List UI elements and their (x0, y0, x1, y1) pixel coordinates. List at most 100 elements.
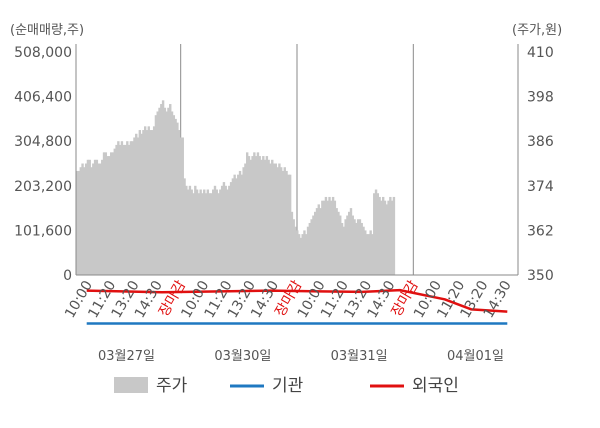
price-bar (278, 163, 281, 275)
price-bar (369, 230, 372, 275)
price-bar (383, 200, 387, 275)
price-bar (99, 163, 102, 275)
price-bar (281, 170, 285, 275)
price-bar (201, 193, 204, 275)
price-bar (115, 144, 118, 275)
price-bar (172, 115, 176, 275)
price-bar (292, 219, 295, 275)
price-bar (228, 185, 231, 275)
price-bar (321, 200, 324, 275)
price-bar (179, 137, 183, 275)
price-bar (254, 156, 258, 275)
price-bar (235, 178, 238, 275)
price-bar (156, 111, 159, 275)
price-bar (376, 193, 380, 275)
price-bar (389, 196, 392, 275)
price-bar (113, 148, 116, 275)
price-bar (206, 189, 210, 275)
right-tick-label: 398 (527, 90, 554, 106)
price-bar (256, 152, 260, 275)
price-bar (330, 200, 333, 275)
price-bar (77, 170, 81, 275)
price-bar (145, 130, 149, 275)
price-bar (390, 200, 394, 275)
price-bar (314, 211, 317, 275)
price-bar (88, 159, 91, 275)
price-bar (108, 156, 111, 275)
price-bar (178, 130, 181, 275)
price-bar (165, 111, 168, 275)
price-bar (117, 141, 120, 275)
price-bar (365, 234, 369, 275)
price-bar (102, 152, 106, 275)
price-bar (149, 130, 152, 275)
price-bar (244, 163, 247, 275)
price-bar (90, 167, 93, 275)
price-bar (110, 152, 113, 275)
price-bar (111, 152, 115, 275)
price-bar (269, 163, 272, 275)
right-axis-ticks: 410 398 386 374 362 350 (527, 45, 554, 284)
price-bar (169, 104, 172, 276)
price-bar (301, 234, 304, 275)
price-bar (288, 174, 292, 275)
price-bar (76, 170, 79, 275)
price-bar (208, 193, 211, 275)
price-bar (322, 200, 326, 275)
price-bar (346, 215, 349, 275)
price-bar (231, 178, 235, 275)
price-bar (170, 111, 174, 275)
price-bar (310, 219, 313, 275)
price-bar (84, 163, 88, 275)
price-bar (152, 126, 156, 275)
price-bar (283, 167, 286, 275)
price-bar (242, 167, 245, 275)
price-bar (317, 204, 320, 275)
price-bar (101, 159, 104, 275)
price-bar (296, 230, 299, 275)
price-bar (195, 189, 199, 275)
price-bar (285, 170, 288, 275)
price-bar (174, 118, 177, 276)
price-bar (258, 156, 261, 275)
price-bar (213, 185, 217, 275)
price-bar (92, 163, 95, 275)
legend-price-swatch (114, 377, 148, 393)
price-bar (356, 219, 360, 275)
price-bar (140, 133, 143, 275)
price-bar (79, 167, 82, 275)
price-bar (251, 156, 254, 275)
price-bar (215, 189, 218, 275)
price-bar (186, 189, 190, 275)
left-axis-label: (순매매량,주) (10, 23, 84, 38)
price-bar (188, 185, 192, 275)
right-tick-label: 374 (527, 179, 554, 195)
price-bar (287, 174, 290, 275)
price-bar (263, 159, 267, 275)
right-tick-label: 386 (527, 134, 554, 150)
price-bar (373, 193, 376, 275)
price-bar (276, 167, 279, 275)
price-bar (120, 141, 124, 275)
price-bar (380, 200, 383, 275)
legend-foreign-label: 외국인 (412, 376, 459, 396)
price-bar (238, 170, 242, 275)
price-bar (135, 133, 138, 275)
legend-price-label: 주가 (156, 376, 188, 396)
price-bar (106, 156, 109, 275)
price-bar (194, 185, 197, 275)
axes (75, 44, 519, 276)
price-bar (340, 222, 344, 275)
price-bar (265, 156, 269, 275)
price-bar (344, 219, 347, 275)
price-bar (290, 211, 294, 275)
price-bar (83, 167, 86, 275)
left-tick-label: 406,400 (14, 90, 72, 106)
price-bar (104, 152, 108, 275)
date-labels: 03월27일 03월30일 03월31일 04월01일 (98, 349, 504, 364)
price-bar (362, 226, 365, 275)
left-tick-label: 304,800 (14, 134, 72, 150)
price-bar (144, 126, 147, 275)
price-bar (183, 178, 186, 275)
price-bar (161, 100, 165, 275)
